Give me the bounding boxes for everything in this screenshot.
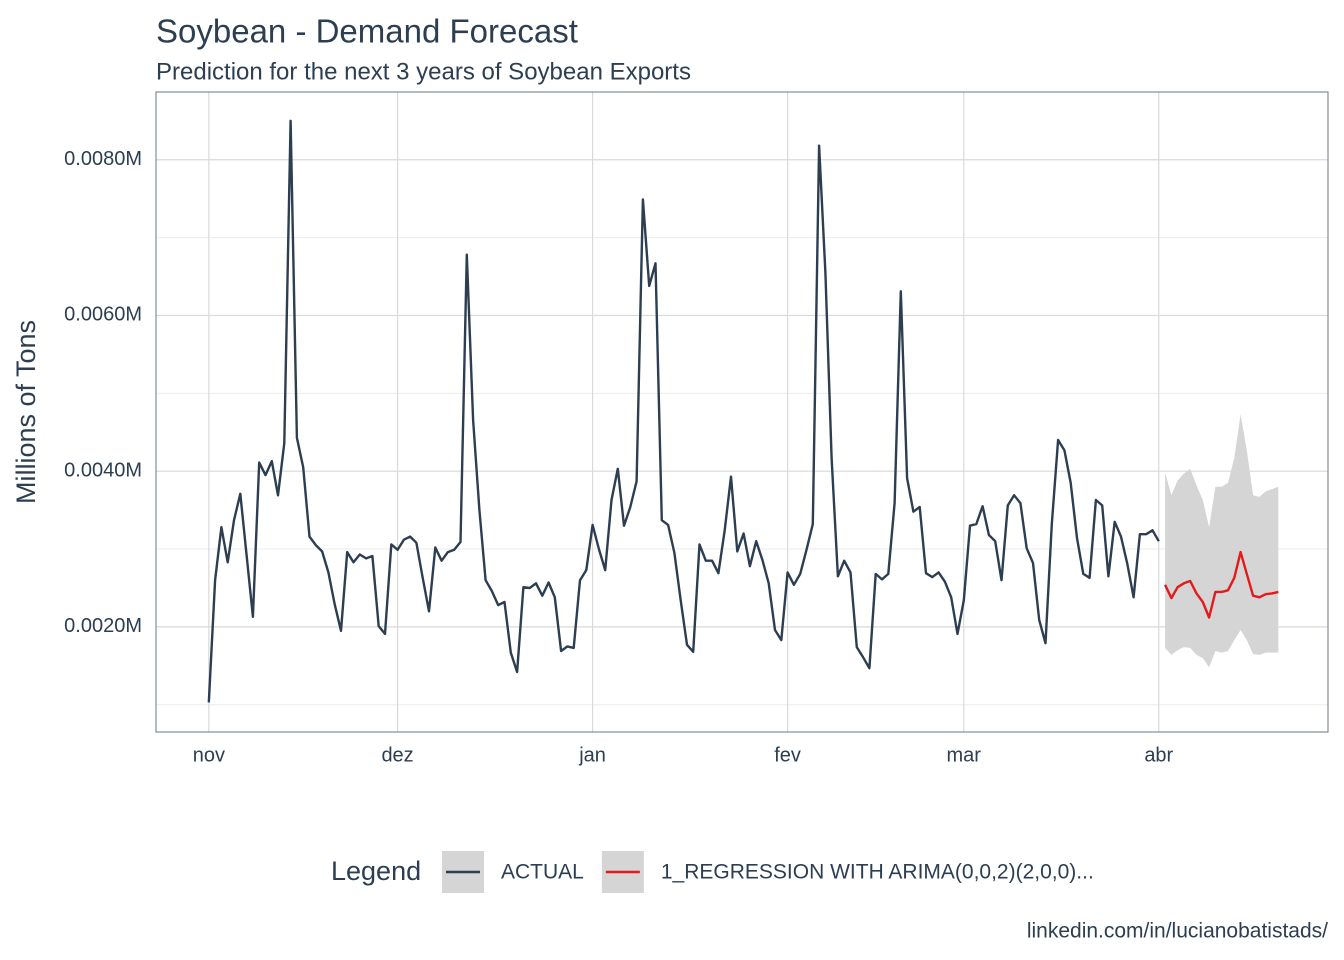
y-axis-label: Millions of Tons xyxy=(11,320,41,504)
y-tick-label: 0.0080M xyxy=(64,148,142,170)
y-tick-label: 0.0040M xyxy=(64,459,142,481)
panel-border xyxy=(155,91,1329,733)
y-tick-label: 0.0060M xyxy=(64,304,142,326)
x-tick-label: fev xyxy=(774,744,801,766)
x-tick-label: jan xyxy=(578,744,606,766)
y-tick-label: 0.0020M xyxy=(64,615,142,637)
x-tick-label: abr xyxy=(1144,744,1173,766)
confidence-band xyxy=(1165,414,1279,668)
caption: linkedin.com/in/lucianobatistads/ xyxy=(1027,920,1328,943)
series-line xyxy=(1164,550,1279,619)
chart-subtitle: Prediction for the next 3 years of Soybe… xyxy=(156,58,691,85)
legend-title: Legend xyxy=(331,856,421,886)
chart-title: Soybean - Demand Forecast xyxy=(156,13,578,50)
x-tick-label: dez xyxy=(381,744,413,766)
legend-label: ACTUAL xyxy=(501,861,584,884)
x-tick-label: nov xyxy=(193,744,225,766)
legend-label: 1_REGRESSION WITH ARIMA(0,0,2)(2,0,0)... xyxy=(661,861,1094,884)
x-tick-label: mar xyxy=(947,744,982,766)
series-line xyxy=(207,119,1160,703)
